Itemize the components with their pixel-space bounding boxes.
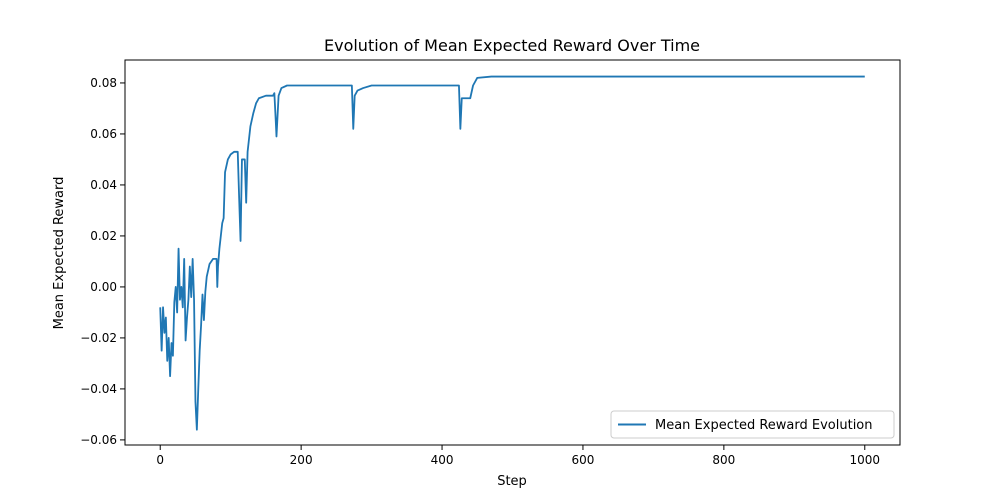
legend-box bbox=[610, 410, 895, 439]
plot-area-frame bbox=[124, 59, 901, 446]
x-axis-ticks: 0 200 400 600 800 1000 bbox=[156, 445, 880, 467]
x-tick-label: 800 bbox=[712, 453, 735, 467]
series-line bbox=[159, 75, 865, 431]
y-tick-label: 0.00 bbox=[90, 280, 117, 294]
y-tick-label: −0.06 bbox=[80, 433, 117, 447]
legend-label: Mean Expected Reward Evolution bbox=[655, 418, 873, 433]
x-tick-label: 1000 bbox=[849, 453, 880, 467]
y-tick-label: 0.04 bbox=[90, 178, 117, 192]
x-tick-label: 400 bbox=[431, 453, 454, 467]
x-tick-label: 200 bbox=[290, 453, 313, 467]
x-axis-label: Step bbox=[497, 474, 527, 489]
y-tick-label: 0.08 bbox=[90, 76, 117, 90]
legend: Mean Expected Reward Evolution bbox=[610, 410, 895, 439]
x-tick-label: 0 bbox=[156, 453, 164, 467]
y-axis-label: Mean Expected Reward bbox=[52, 177, 67, 330]
y-tick-label: 0.02 bbox=[90, 229, 117, 243]
y-axis-ticks: −0.06 −0.04 −0.02 0.00 0.02 0.04 0.06 0.08 bbox=[80, 76, 125, 447]
y-tick-label: 0.06 bbox=[90, 127, 117, 141]
y-tick-label: −0.04 bbox=[80, 382, 117, 396]
chart-title: Evolution of Mean Expected Reward Over T… bbox=[324, 36, 700, 55]
x-tick-label: 600 bbox=[572, 453, 595, 467]
series-layer bbox=[159, 75, 865, 431]
y-tick-label: −0.02 bbox=[80, 331, 117, 345]
